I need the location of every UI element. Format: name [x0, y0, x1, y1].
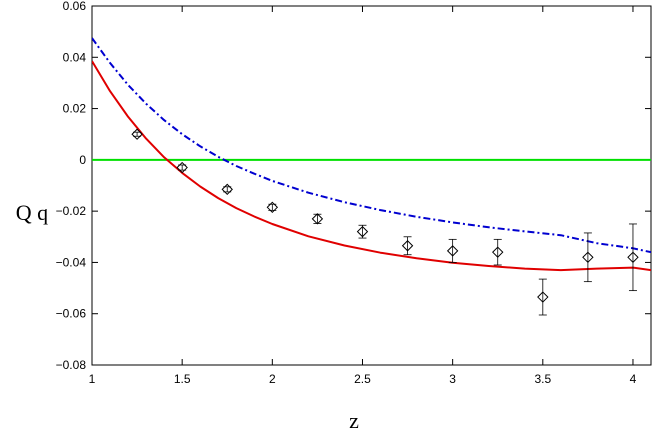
diamond-marker	[401, 240, 414, 252]
data-point	[537, 278, 549, 316]
y-tick-label: 0.06	[63, 0, 87, 13]
data-point	[356, 224, 369, 239]
data-point	[311, 213, 324, 225]
y-tick-label: −0.08	[56, 358, 87, 372]
diamond-marker	[131, 128, 143, 140]
diamond-marker	[537, 291, 549, 303]
diamond-marker	[446, 245, 459, 257]
y-tick-label: 0.02	[63, 102, 87, 116]
data-point	[221, 183, 233, 196]
data-point	[446, 238, 459, 263]
x-axis-title: z	[349, 408, 359, 432]
diamond-marker	[356, 225, 369, 238]
data-point	[131, 128, 143, 140]
diamond-marker	[492, 246, 504, 258]
x-tick-label: 2	[269, 372, 276, 386]
y-tick-label: −0.06	[56, 307, 87, 321]
x-tick-label: 3.5	[534, 372, 551, 386]
y-axis: −0.08 −0.06 −0.04 −0.02 0 0.02 0.04 0.06	[56, 0, 651, 372]
y-axis-title: Q q	[16, 200, 48, 225]
plot-area	[91, 5, 652, 366]
x-tick-label: 4	[630, 372, 637, 386]
x-axis: 1 1.5 2 2.5 3 3.5 4	[89, 6, 637, 386]
data-point	[176, 161, 188, 174]
data-point	[492, 238, 504, 266]
data-point	[266, 201, 279, 214]
diamond-marker	[176, 161, 188, 174]
diamond-marker	[221, 183, 233, 196]
plot-frame	[91, 5, 652, 366]
y-tick-label: −0.02	[56, 204, 87, 218]
x-tick-label: 2.5	[354, 372, 371, 386]
x-tick-label: 1.5	[174, 372, 191, 386]
data-point	[401, 236, 414, 256]
x-tick-label: 3	[449, 372, 456, 386]
y-tick-label: −0.04	[56, 255, 87, 269]
x-tick-label: 1	[89, 372, 96, 386]
series-line-2	[92, 37, 651, 254]
series-line-1	[92, 60, 651, 272]
diamond-marker	[582, 251, 594, 264]
diamond-marker	[311, 213, 324, 225]
diamond-marker	[627, 251, 639, 264]
y-tick-label: 0	[79, 153, 86, 167]
series-layer	[92, 37, 651, 316]
y-tick-label: 0.04	[63, 50, 87, 64]
data-point	[627, 223, 639, 292]
data-point	[582, 232, 594, 283]
diamond-marker	[266, 201, 279, 214]
